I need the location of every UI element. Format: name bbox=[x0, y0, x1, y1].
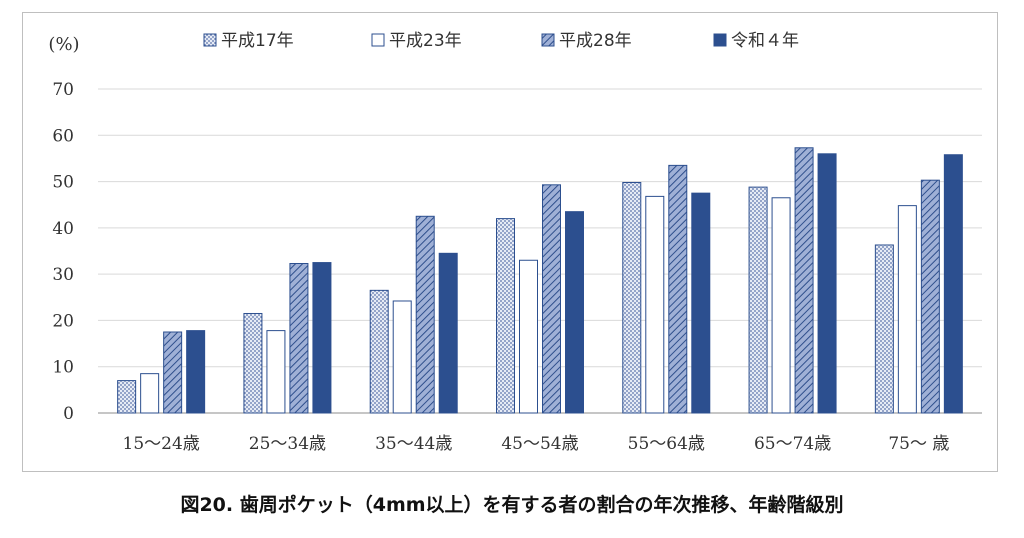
bar-1-5 bbox=[622, 181, 642, 414]
bar-4-4 bbox=[565, 211, 584, 414]
bar-2-1 bbox=[140, 373, 160, 414]
bar-1-2 bbox=[243, 312, 263, 414]
bar-2-7 bbox=[897, 205, 917, 414]
bar-3-5 bbox=[668, 164, 688, 414]
legend-label: 令和４年 bbox=[731, 31, 799, 51]
bar-3-2 bbox=[289, 262, 309, 414]
bar-1-7 bbox=[874, 244, 894, 414]
legend-label: 平成17年 bbox=[221, 31, 294, 51]
y-tick-label: 60 bbox=[52, 126, 74, 146]
bar-2-4 bbox=[519, 259, 538, 414]
legend-label: 平成23年 bbox=[389, 31, 462, 51]
legend-swatch bbox=[713, 33, 727, 47]
y-axis-label: (%) bbox=[48, 34, 79, 55]
x-tick-label: 75〜 歳 bbox=[888, 434, 949, 454]
x-tick-label: 35〜44歳 bbox=[375, 434, 452, 454]
bar-2-5 bbox=[645, 195, 665, 414]
bar-3-6 bbox=[794, 147, 814, 414]
bar-4-5 bbox=[691, 192, 711, 414]
y-tick-label: 0 bbox=[63, 404, 74, 424]
x-tick-label: 65〜74歳 bbox=[754, 434, 831, 454]
x-tick-label: 55〜64歳 bbox=[628, 434, 705, 454]
x-tick-label: 15〜24歳 bbox=[123, 434, 200, 454]
y-tick-label: 40 bbox=[52, 219, 74, 239]
figure-caption: 図20. 歯周ポケット（4mm以上）を有する者の割合の年次推移、年齢階級別 bbox=[180, 494, 844, 516]
x-tick-label: 45〜54歳 bbox=[501, 434, 578, 454]
bar-1-6 bbox=[748, 186, 768, 414]
legend-label: 平成28年 bbox=[559, 31, 632, 51]
legend-swatch bbox=[541, 33, 555, 47]
bar-1-1 bbox=[117, 380, 137, 414]
y-tick-label: 20 bbox=[52, 311, 74, 331]
bar-3-4 bbox=[542, 184, 561, 414]
bar-2-2 bbox=[266, 330, 286, 414]
bar-4-7 bbox=[943, 154, 963, 414]
bar-1-3 bbox=[369, 289, 389, 414]
bar-3-1 bbox=[163, 331, 183, 414]
y-tick-label: 10 bbox=[52, 358, 74, 378]
y-tick-label: 70 bbox=[52, 80, 74, 100]
bar-4-6 bbox=[817, 153, 837, 414]
bar-3-7 bbox=[920, 179, 940, 414]
x-tick-label: 25〜34歳 bbox=[249, 434, 326, 454]
bar-4-2 bbox=[312, 262, 332, 414]
y-tick-label: 30 bbox=[52, 265, 74, 285]
legend-swatch bbox=[203, 33, 217, 47]
y-tick-label: 50 bbox=[52, 173, 74, 193]
bar-2-3 bbox=[392, 300, 412, 414]
bar-4-3 bbox=[438, 252, 458, 414]
bar-1-4 bbox=[496, 218, 515, 414]
legend-swatch bbox=[371, 33, 385, 47]
bar-3-3 bbox=[415, 215, 435, 414]
bar-4-1 bbox=[186, 330, 206, 414]
bar-2-6 bbox=[771, 197, 791, 414]
